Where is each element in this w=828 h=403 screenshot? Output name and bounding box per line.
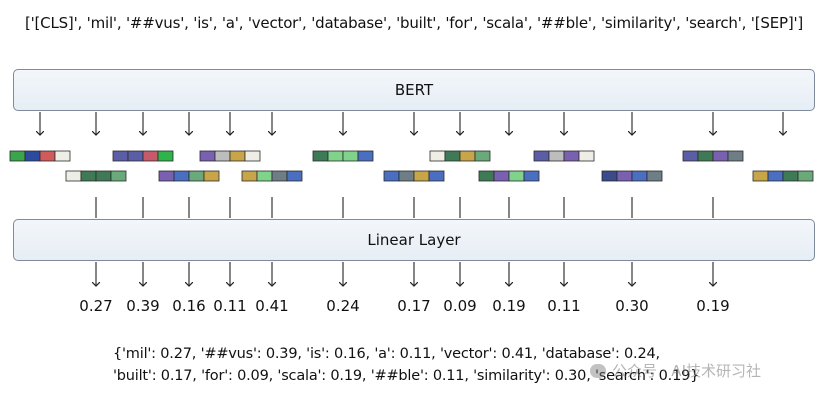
embedding-vector — [682, 150, 744, 162]
embedding-cell — [533, 150, 550, 162]
embedding-cell — [199, 150, 216, 162]
embedding-cell — [428, 170, 445, 182]
embedding-vector — [312, 150, 374, 162]
embedding-vector — [9, 150, 71, 162]
embedding-cell — [646, 170, 663, 182]
score-label: 0.09 — [443, 297, 477, 315]
embedding-cell — [459, 150, 476, 162]
score-label: 0.39 — [126, 297, 160, 315]
score-label: 0.41 — [255, 297, 289, 315]
embedding-cell — [712, 150, 729, 162]
embedding-cell — [157, 150, 174, 162]
embedding-cell — [256, 170, 273, 182]
embedding-cell — [54, 150, 71, 162]
embedding-cell — [229, 150, 246, 162]
embedding-cell — [429, 150, 446, 162]
embedding-cell — [578, 150, 595, 162]
token-list: ['[CLS]', 'mil', '##vus', 'is', 'a', 've… — [24, 14, 804, 32]
embedding-vector — [533, 150, 595, 162]
embedding-cell — [631, 170, 648, 182]
embedding-cell — [127, 150, 144, 162]
embedding-cell — [173, 170, 190, 182]
score-label: 0.11 — [213, 297, 247, 315]
score-label: 0.24 — [326, 297, 360, 315]
embedding-vector — [199, 150, 261, 162]
watermark: 公众号 · AI技术研习社 — [590, 360, 761, 381]
embedding-vector — [241, 170, 303, 182]
embedding-cell — [80, 170, 97, 182]
embedding-cell — [697, 150, 714, 162]
result-line-1: {'mil': 0.27, '##vus': 0.39, 'is': 0.16,… — [113, 346, 660, 362]
embedding-cell — [65, 170, 82, 182]
embedding-vector — [601, 170, 663, 182]
score-label: 0.19 — [696, 297, 730, 315]
embedding-cell — [158, 170, 175, 182]
embedding-cell — [24, 150, 41, 162]
embedding-cell — [601, 170, 618, 182]
embedding-vector — [752, 170, 814, 182]
result-line-2: 'built': 0.17, 'for': 0.09, 'scala': 0.1… — [113, 368, 700, 384]
embedding-cell — [112, 150, 129, 162]
embedding-vector — [158, 170, 220, 182]
score-label: 0.19 — [492, 297, 526, 315]
embedding-cell — [241, 170, 258, 182]
embedding-cell — [342, 150, 359, 162]
linear-layer-box: Linear Layer — [13, 219, 815, 261]
bert-box: BERT — [13, 69, 815, 111]
embedding-cell — [271, 170, 288, 182]
embedding-cell — [413, 170, 430, 182]
embedding-cell — [797, 170, 814, 182]
embedding-cell — [398, 170, 415, 182]
embedding-cell — [548, 150, 565, 162]
embedding-cell — [383, 170, 400, 182]
embedding-cell — [95, 170, 112, 182]
embedding-cell — [203, 170, 220, 182]
embedding-vector — [383, 170, 445, 182]
watermark-text: 公众号 · AI技术研习社 — [612, 362, 761, 380]
linear-layer-label: Linear Layer — [367, 231, 461, 249]
embedding-cell — [767, 170, 784, 182]
embedding-cell — [508, 170, 525, 182]
embedding-cell — [214, 150, 231, 162]
score-label: 0.17 — [397, 297, 431, 315]
embedding-cell — [142, 150, 159, 162]
embedding-cell — [444, 150, 461, 162]
bert-label: BERT — [394, 81, 434, 99]
embedding-cell — [493, 170, 510, 182]
embedding-cell — [110, 170, 127, 182]
embedding-cell — [357, 150, 374, 162]
embedding-cell — [9, 150, 26, 162]
score-label: 0.30 — [615, 297, 649, 315]
embedding-cell — [563, 150, 580, 162]
embedding-vector — [429, 150, 491, 162]
embedding-cell — [682, 150, 699, 162]
score-label: 0.16 — [172, 297, 206, 315]
embedding-cell — [188, 170, 205, 182]
embedding-cell — [782, 170, 799, 182]
embedding-cell — [474, 150, 491, 162]
embedding-cell — [727, 150, 744, 162]
score-label: 0.11 — [547, 297, 581, 315]
embedding-cell — [616, 170, 633, 182]
embedding-cell — [286, 170, 303, 182]
embedding-cell — [752, 170, 769, 182]
embedding-cell — [244, 150, 261, 162]
wechat-icon — [590, 363, 606, 378]
score-label: 0.27 — [79, 297, 113, 315]
embedding-cell — [478, 170, 495, 182]
embedding-cell — [39, 150, 56, 162]
embedding-cell — [523, 170, 540, 182]
embedding-cell — [312, 150, 329, 162]
embedding-vector — [478, 170, 540, 182]
embedding-vector — [112, 150, 174, 162]
embedding-cell — [327, 150, 344, 162]
embedding-vector — [65, 170, 127, 182]
